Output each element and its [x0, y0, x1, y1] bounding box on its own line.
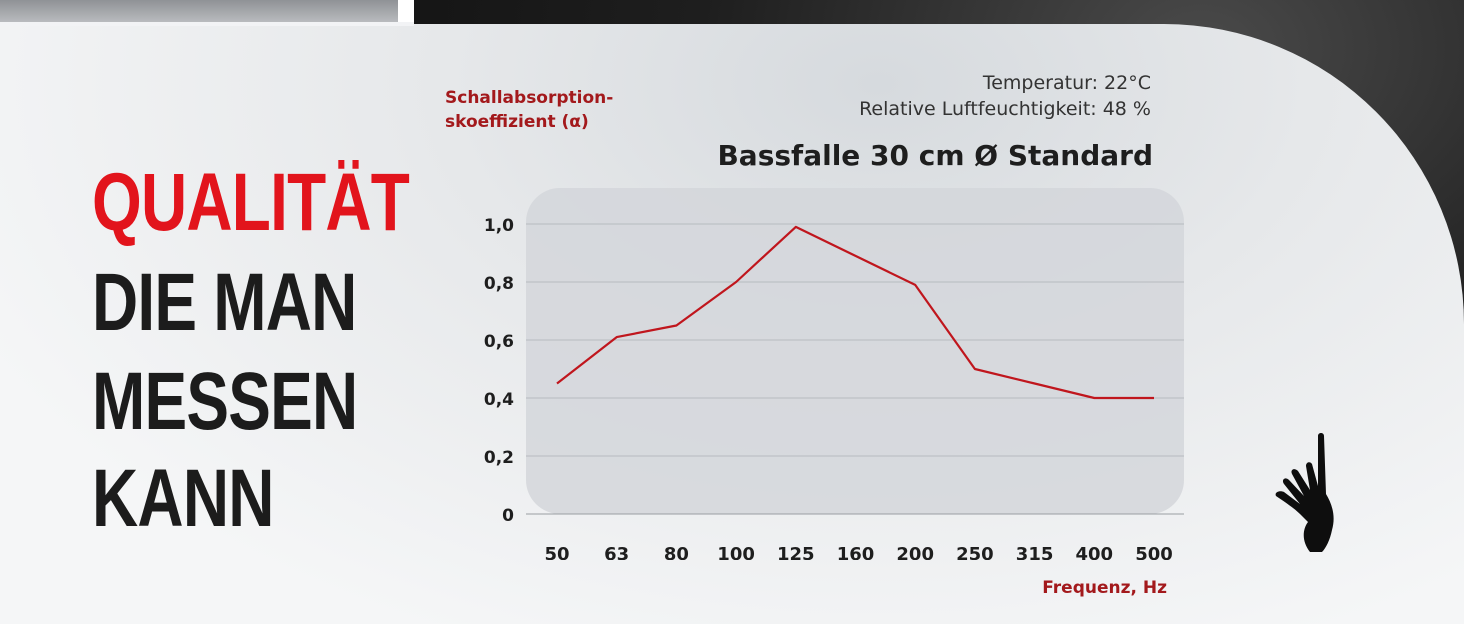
y-tick-label: 0,4	[484, 390, 514, 410]
plot-background	[526, 188, 1184, 514]
x-tick-label: 250	[956, 544, 994, 560]
y-tick-labels: 0 0,2 0,4 0,6 0,8 1,0	[484, 216, 514, 526]
y-tick-label: 0,8	[484, 274, 514, 294]
y-axis-label-line-2: skoeffizient (α)	[445, 110, 613, 134]
top-left-photo	[0, 0, 398, 22]
hand-touch-icon	[1272, 430, 1348, 554]
panel-edge	[0, 22, 414, 26]
y-tick-label: 0	[502, 506, 514, 526]
y-axis-label-line-1: Schallabsorption-	[445, 86, 613, 110]
photo-gap	[398, 0, 414, 22]
x-tick-label: 63	[604, 544, 629, 560]
temperature-text: Temperatur: 22°C	[859, 70, 1151, 96]
x-tick-labels: 50 63 80 100 125 160 200 250 315 400 500	[544, 544, 1172, 560]
x-tick-label: 200	[896, 544, 934, 560]
headline-line-2: DIE MAN	[92, 262, 357, 344]
headline-line-4: KANN	[92, 458, 274, 540]
x-tick-label: 80	[664, 544, 689, 560]
absorption-chart: 0 0,2 0,4 0,6 0,8 1,0 50 63 80 100 125 160 200 250 31…	[470, 180, 1210, 560]
x-tick-label: 100	[717, 544, 755, 560]
x-axis-label: Frequenz, Hz	[1042, 578, 1167, 598]
y-tick-label: 0,2	[484, 448, 514, 468]
y-tick-label: 1,0	[484, 216, 514, 236]
x-tick-label: 160	[837, 544, 875, 560]
headline-line-1: QUALITÄT	[92, 162, 409, 244]
y-tick-label: 0,6	[484, 332, 514, 352]
x-tick-label: 400	[1076, 544, 1114, 560]
chart-title: Bassfalle 30 cm Ø Standard	[717, 139, 1153, 172]
measurement-conditions: Temperatur: 22°C Relative Luftfeuchtigke…	[859, 70, 1151, 122]
humidity-text: Relative Luftfeuchtigkeit: 48 %	[859, 96, 1151, 122]
x-tick-label: 315	[1016, 544, 1054, 560]
x-tick-label: 125	[777, 544, 815, 560]
headline-line-3: MESSEN	[92, 361, 357, 443]
x-tick-label: 50	[544, 544, 569, 560]
y-axis-label: Schallabsorption- skoeffizient (α)	[445, 86, 613, 134]
x-tick-label: 500	[1135, 544, 1173, 560]
